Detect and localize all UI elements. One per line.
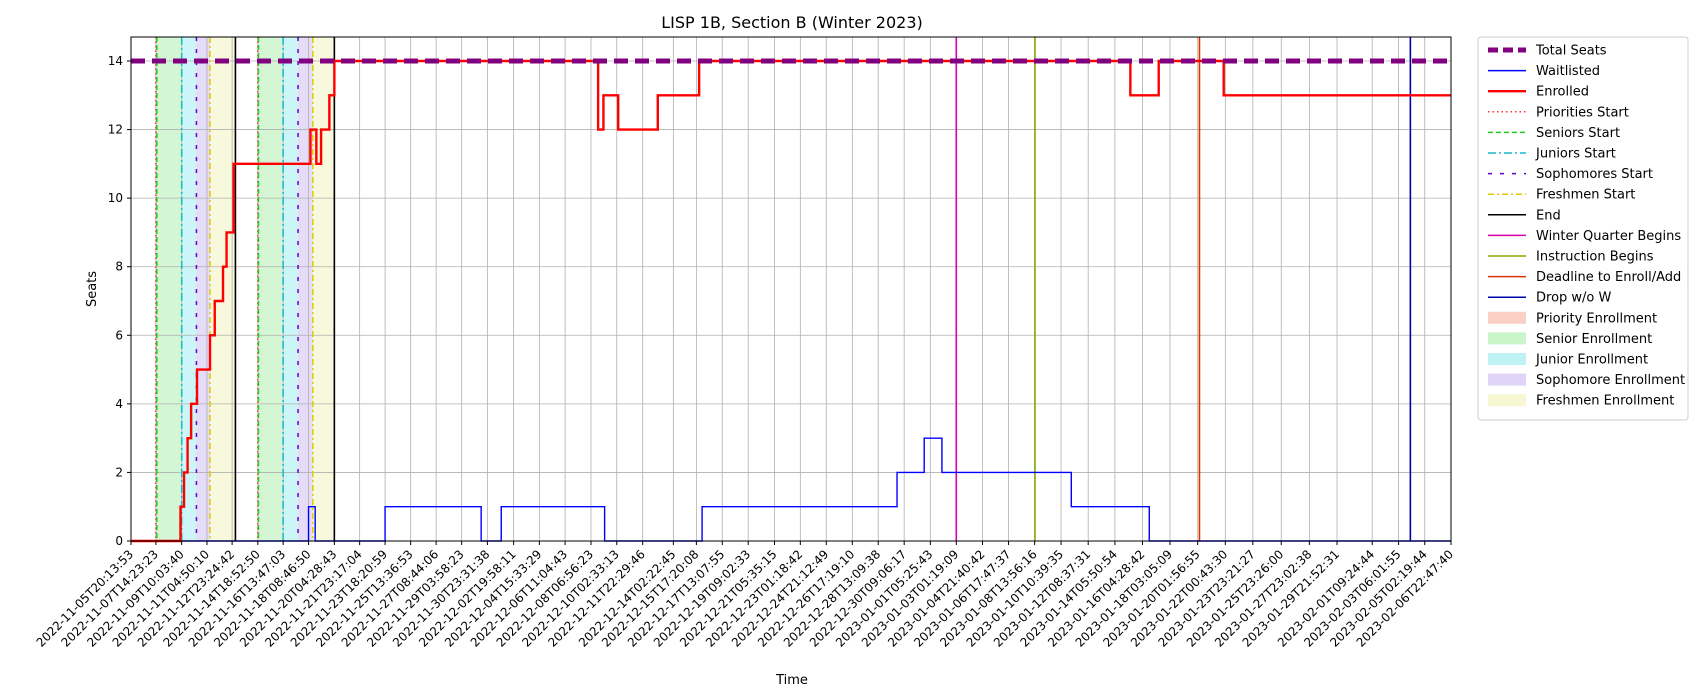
legend-label-priorities-start: Priorities Start (1536, 105, 1629, 120)
legend-label-sophomores-start: Sophomores Start (1536, 167, 1653, 182)
legend-label-freshmen-start: Freshmen Start (1536, 188, 1635, 203)
y-tick-label-5: 10 (108, 191, 123, 205)
y-tick-label-0: 0 (115, 534, 123, 548)
legend-label-instruction-begins: Instruction Begins (1536, 250, 1654, 265)
legend-label-winter-quarter-begins: Winter Quarter Begins (1536, 229, 1681, 244)
span-sophomore-enrollment-1 (298, 37, 313, 541)
legend-swatch-sophomore-enrollment (1488, 373, 1526, 386)
plot-frame (130, 36, 1452, 542)
span-freshmen-enrollment-1 (312, 37, 335, 541)
legend-label-freshmen-enrollment: Freshmen Enrollment (1536, 394, 1674, 409)
y-tick-label-7: 14 (108, 54, 123, 68)
series-enrolled (131, 59, 1451, 543)
legend-label-seniors-start: Seniors Start (1536, 126, 1620, 141)
y-tick-label-4: 8 (115, 260, 123, 274)
y-tick-label-6: 12 (108, 123, 123, 137)
span-junior-enrollment-1 (283, 37, 299, 541)
y-tick-label-3: 6 (115, 328, 123, 342)
legend-swatch-junior-enrollment (1488, 353, 1526, 365)
span-senior-enrollment-0 (156, 37, 182, 541)
y-axis-title: Seats (85, 271, 100, 307)
legend-frame (1477, 36, 1689, 421)
legend-swatch-senior-enrollment (1488, 332, 1526, 345)
y-tick-label-1: 2 (115, 465, 123, 479)
span-junior-enrollment-0 (181, 37, 197, 541)
legend-label-sophomore-enrollment: Sophomore Enrollment (1536, 373, 1685, 388)
legend-label-juniors-start: Juniors Start (1535, 147, 1616, 162)
legend-label-end: End (1536, 208, 1561, 223)
legend-label-senior-enrollment: Senior Enrollment (1536, 332, 1652, 347)
x-axis: 2022-11-05T20:13:532022-11-07T14:23:2320… (34, 541, 1456, 650)
legend-label-priority-enrollment: Priority Enrollment (1536, 311, 1657, 326)
legend-label-deadline-to-enroll-add: Deadline to Enroll/Add (1536, 270, 1681, 285)
chart-title: LISP 1B, Section B (Winter 2023) (661, 13, 922, 32)
x-axis-title: Time (775, 673, 808, 688)
span-sophomore-enrollment-0 (196, 37, 211, 541)
y-axis: 0 2 4 6 8 10 12 14 (108, 54, 131, 548)
legend-label-enrolled: Enrolled (1536, 85, 1589, 100)
legend-label-waitlisted: Waitlisted (1536, 64, 1600, 79)
legend-label-drop-w-o-w: Drop w/o W (1536, 291, 1612, 306)
event-lines (155, 37, 1412, 541)
legend-swatch-freshmen-enrollment (1488, 394, 1526, 407)
legend-swatch-priority-enrollment (1488, 311, 1526, 324)
legend-label-junior-enrollment: Junior Enrollment (1535, 353, 1648, 368)
span-senior-enrollment-1 (258, 37, 284, 541)
y-tick-label-2: 4 (115, 397, 123, 411)
enrollment-spans (155, 37, 335, 541)
legend-label-total-seats: Total Seats (1535, 44, 1607, 59)
legend: Total Seats Waitlisted Enrolled Priorities … (1477, 36, 1689, 421)
